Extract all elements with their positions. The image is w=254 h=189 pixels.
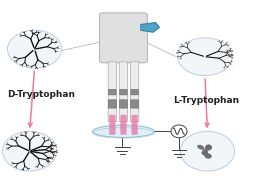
Ellipse shape xyxy=(202,152,209,156)
FancyBboxPatch shape xyxy=(119,62,128,122)
Ellipse shape xyxy=(171,125,187,138)
Ellipse shape xyxy=(198,146,204,149)
FancyBboxPatch shape xyxy=(108,100,116,108)
Ellipse shape xyxy=(203,149,207,155)
Polygon shape xyxy=(141,23,159,32)
FancyBboxPatch shape xyxy=(133,115,137,135)
FancyBboxPatch shape xyxy=(131,100,138,108)
FancyBboxPatch shape xyxy=(109,115,116,135)
Ellipse shape xyxy=(7,30,62,68)
FancyBboxPatch shape xyxy=(110,115,114,135)
FancyBboxPatch shape xyxy=(131,115,138,135)
FancyBboxPatch shape xyxy=(132,115,137,135)
FancyBboxPatch shape xyxy=(121,115,125,135)
FancyBboxPatch shape xyxy=(120,115,127,135)
Ellipse shape xyxy=(206,145,211,149)
Ellipse shape xyxy=(178,38,232,76)
FancyBboxPatch shape xyxy=(132,115,137,135)
Text: D-Tryptophan: D-Tryptophan xyxy=(7,90,75,99)
Ellipse shape xyxy=(205,154,211,158)
Text: L-Tryptophan: L-Tryptophan xyxy=(173,96,239,105)
FancyBboxPatch shape xyxy=(109,89,116,95)
FancyBboxPatch shape xyxy=(120,115,126,135)
FancyBboxPatch shape xyxy=(121,115,126,135)
Ellipse shape xyxy=(206,145,211,150)
FancyBboxPatch shape xyxy=(131,89,138,95)
Ellipse shape xyxy=(3,131,57,171)
FancyBboxPatch shape xyxy=(130,62,139,122)
Ellipse shape xyxy=(180,131,235,171)
FancyBboxPatch shape xyxy=(109,115,115,135)
FancyBboxPatch shape xyxy=(120,100,128,108)
FancyBboxPatch shape xyxy=(100,13,147,63)
FancyBboxPatch shape xyxy=(108,62,117,122)
Ellipse shape xyxy=(93,125,154,138)
FancyBboxPatch shape xyxy=(120,89,127,95)
FancyBboxPatch shape xyxy=(110,115,115,135)
